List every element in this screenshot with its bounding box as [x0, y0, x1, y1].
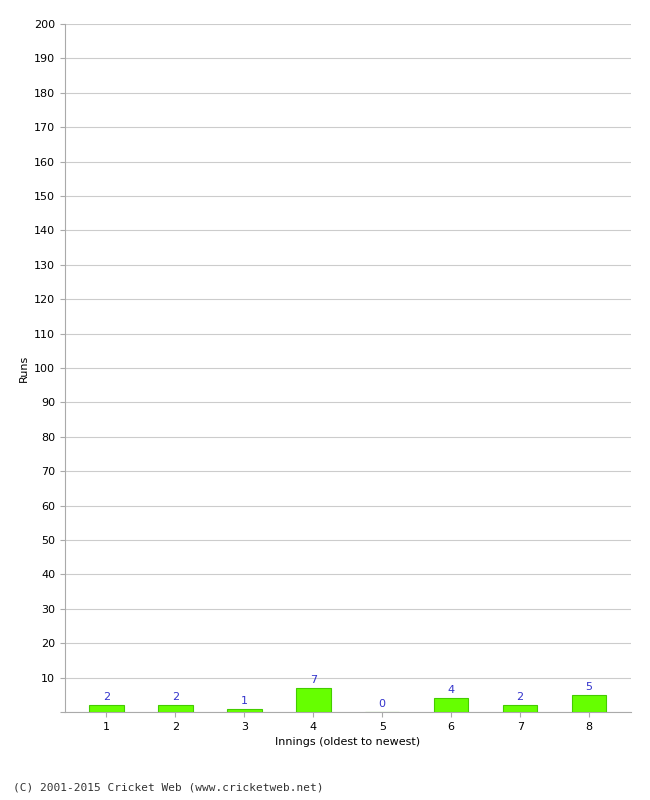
Bar	[503, 705, 538, 712]
Text: 1: 1	[240, 696, 248, 706]
Bar	[572, 694, 606, 712]
Bar	[89, 705, 124, 712]
Bar	[296, 688, 330, 712]
Bar	[434, 698, 469, 712]
Y-axis label: Runs: Runs	[19, 354, 29, 382]
Text: 0: 0	[379, 699, 385, 710]
Bar	[227, 709, 261, 712]
Text: 2: 2	[517, 692, 524, 702]
Text: 4: 4	[448, 686, 455, 695]
X-axis label: Innings (oldest to newest): Innings (oldest to newest)	[275, 738, 421, 747]
Text: 7: 7	[309, 675, 317, 685]
Text: 2: 2	[172, 692, 179, 702]
Bar	[158, 705, 192, 712]
Text: 2: 2	[103, 692, 110, 702]
Text: (C) 2001-2015 Cricket Web (www.cricketweb.net): (C) 2001-2015 Cricket Web (www.cricketwe…	[13, 782, 324, 792]
Text: 5: 5	[586, 682, 593, 692]
